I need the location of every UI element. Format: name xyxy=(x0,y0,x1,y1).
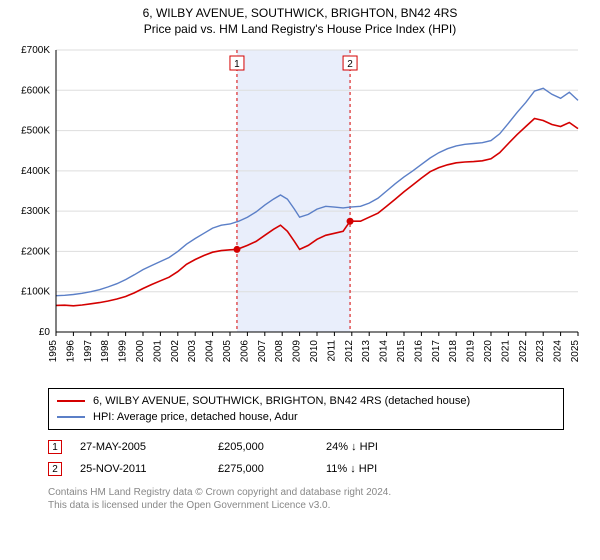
svg-text:£600K: £600K xyxy=(21,85,50,96)
svg-text:1997: 1997 xyxy=(83,340,94,363)
svg-text:2017: 2017 xyxy=(431,340,442,363)
svg-text:2021: 2021 xyxy=(500,340,511,363)
svg-text:2018: 2018 xyxy=(448,340,459,363)
svg-text:2001: 2001 xyxy=(152,340,163,363)
svg-text:2004: 2004 xyxy=(205,340,216,363)
line-chart: £0 £100K £200K £300K £400K £500K £600K £700K 199… xyxy=(12,42,588,382)
svg-text:2011: 2011 xyxy=(326,340,337,362)
svg-text:2023: 2023 xyxy=(535,340,546,363)
svg-text:2022: 2022 xyxy=(518,340,529,363)
svg-text:2008: 2008 xyxy=(274,340,285,363)
footer-line1: Contains HM Land Registry data © Crown c… xyxy=(48,486,564,499)
svg-text:2014: 2014 xyxy=(379,340,390,363)
svg-text:2000: 2000 xyxy=(135,340,146,363)
transaction-marker: 2 xyxy=(48,462,62,476)
svg-text:£0: £0 xyxy=(39,327,51,338)
svg-text:2010: 2010 xyxy=(309,340,320,363)
svg-text:2003: 2003 xyxy=(187,340,198,363)
svg-text:1999: 1999 xyxy=(118,340,129,363)
svg-text:2005: 2005 xyxy=(222,340,233,363)
legend-item: HPI: Average price, detached house, Adur xyxy=(57,409,555,425)
title-subtitle: Price paid vs. HM Land Registry's House … xyxy=(0,22,600,36)
svg-text:2006: 2006 xyxy=(239,340,250,363)
footer: Contains HM Land Registry data © Crown c… xyxy=(48,486,564,512)
svg-text:2015: 2015 xyxy=(396,340,407,363)
svg-text:2007: 2007 xyxy=(257,340,268,363)
svg-text:£400K: £400K xyxy=(21,166,50,177)
legend-label: 6, WILBY AVENUE, SOUTHWICK, BRIGHTON, BN… xyxy=(93,395,470,407)
legend-item: 6, WILBY AVENUE, SOUTHWICK, BRIGHTON, BN… xyxy=(57,393,555,409)
footer-line2: This data is licensed under the Open Gov… xyxy=(48,499,564,512)
transaction-marker: 1 xyxy=(48,440,62,454)
svg-text:2009: 2009 xyxy=(292,340,303,363)
svg-text:2024: 2024 xyxy=(553,340,564,363)
svg-text:£300K: £300K xyxy=(21,206,50,217)
svg-text:2019: 2019 xyxy=(466,340,477,363)
legend-swatch xyxy=(57,416,85,418)
transaction-row: 1 27-MAY-2005 £205,000 24% ↓ HPI xyxy=(48,436,564,458)
svg-text:2020: 2020 xyxy=(483,340,494,363)
legend-swatch xyxy=(57,400,85,402)
transaction-price: £275,000 xyxy=(218,463,308,475)
svg-text:2016: 2016 xyxy=(413,340,424,363)
svg-text:2013: 2013 xyxy=(361,340,372,363)
svg-text:2012: 2012 xyxy=(344,340,355,363)
svg-text:2: 2 xyxy=(347,59,353,70)
svg-text:£100K: £100K xyxy=(21,287,50,298)
svg-text:£700K: £700K xyxy=(21,45,50,56)
transaction-diff: 11% ↓ HPI xyxy=(326,463,377,475)
page-root: 6, WILBY AVENUE, SOUTHWICK, BRIGHTON, BN… xyxy=(0,0,600,560)
transactions-table: 1 27-MAY-2005 £205,000 24% ↓ HPI 2 25-NOV-201… xyxy=(48,436,564,480)
svg-text:1996: 1996 xyxy=(65,340,76,363)
svg-text:1995: 1995 xyxy=(48,340,59,363)
transaction-date: 25-NOV-2011 xyxy=(80,463,200,475)
title-block: 6, WILBY AVENUE, SOUTHWICK, BRIGHTON, BN… xyxy=(0,0,600,36)
chart-area: £0 £100K £200K £300K £400K £500K £600K £700K 199… xyxy=(12,42,588,382)
transaction-row: 2 25-NOV-2011 £275,000 11% ↓ HPI xyxy=(48,458,564,480)
svg-text:2025: 2025 xyxy=(570,340,581,363)
legend: 6, WILBY AVENUE, SOUTHWICK, BRIGHTON, BN… xyxy=(48,388,564,430)
svg-text:£500K: £500K xyxy=(21,126,50,137)
title-address: 6, WILBY AVENUE, SOUTHWICK, BRIGHTON, BN… xyxy=(0,6,600,20)
transaction-diff: 24% ↓ HPI xyxy=(326,441,378,453)
transaction-date: 27-MAY-2005 xyxy=(80,441,200,453)
svg-text:£200K: £200K xyxy=(21,246,50,257)
svg-text:1998: 1998 xyxy=(100,340,111,363)
svg-text:2002: 2002 xyxy=(170,340,181,363)
svg-text:1: 1 xyxy=(234,59,240,70)
legend-label: HPI: Average price, detached house, Adur xyxy=(93,411,298,423)
transaction-price: £205,000 xyxy=(218,441,308,453)
